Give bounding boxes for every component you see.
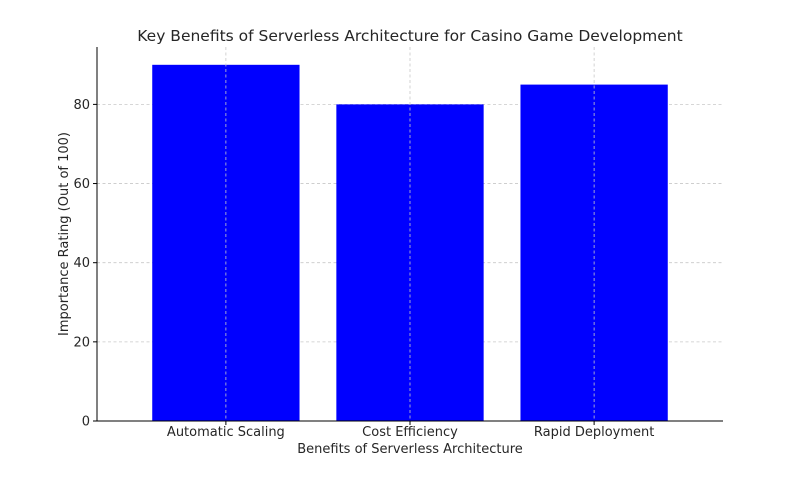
y-tick-label: 60 bbox=[73, 177, 90, 192]
y-tick-label: 20 bbox=[73, 335, 90, 350]
vertical-grid bbox=[225, 47, 595, 421]
x-axis-label: Benefits of Serverless Architecture bbox=[297, 442, 523, 457]
x-tick-label: Rapid Deployment bbox=[534, 425, 654, 440]
axes: 0 20 40 60 80 Automatic Scaling Cost Efficienc… bbox=[73, 47, 723, 440]
y-axis-label: Importance Rating (Out of 100) bbox=[57, 132, 72, 336]
y-tick-label: 80 bbox=[73, 98, 90, 113]
y-tick-label: 40 bbox=[73, 256, 90, 271]
chart-title: Key Benefits of Serverless Architecture … bbox=[137, 27, 682, 45]
x-tick-label: Cost Efficiency bbox=[362, 425, 458, 440]
x-tick-label: Automatic Scaling bbox=[167, 425, 285, 440]
y-tick-label: 0 bbox=[82, 415, 90, 430]
